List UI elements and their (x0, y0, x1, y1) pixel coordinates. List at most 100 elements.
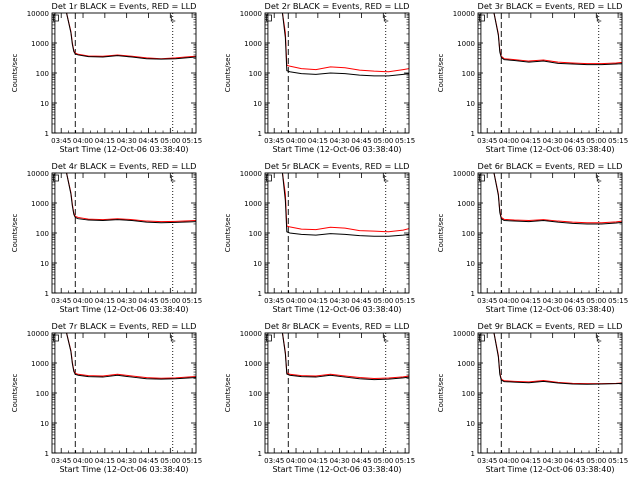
lld-series-line (281, 13, 409, 73)
x-tick-label: 05:00 (373, 457, 393, 465)
x-tick-label: 04:45 (564, 457, 584, 465)
y-axis-label: Counts/sec (11, 54, 19, 93)
plot-area (480, 173, 622, 293)
x-tick-label: 04:30 (330, 297, 350, 305)
x-tick-label: 03:45 (477, 457, 497, 465)
plot-frame (264, 12, 410, 134)
chart-title: Det 9r BLACK = Events, RED = LLD (478, 321, 623, 331)
y-axis-label: Counts/sec (437, 214, 445, 253)
x-axis-label: Start Time (12-Oct-06 03:38:40) (485, 465, 614, 474)
x-tick-label: 05:15 (608, 137, 628, 145)
corner-marker-left (53, 174, 59, 182)
corner-marker-right (170, 175, 176, 182)
y-tick-label: 1000 (31, 200, 49, 208)
corner-marker-left (479, 334, 485, 342)
x-tick-label: 04:30 (117, 137, 137, 145)
plot-frame (264, 172, 410, 294)
chart-panel-8: Det 8r BLACK = Events, RED = LLD Counts/s… (224, 321, 415, 474)
y-tick-label: 1 (471, 290, 475, 298)
plot-area (480, 333, 622, 453)
y-tick-label: 1 (45, 450, 49, 458)
x-tick-label: 04:45 (351, 137, 371, 145)
x-tick-label: 04:00 (499, 137, 519, 145)
y-tick-label: 1000 (457, 40, 475, 48)
x-tick-label: 05:15 (608, 457, 628, 465)
corner-marker-right (383, 15, 389, 22)
corner-marker-right (170, 15, 176, 22)
lld-series-line (281, 333, 409, 379)
chart-title: Det 8r BLACK = Events, RED = LLD (265, 321, 410, 331)
x-tick-label: 04:45 (138, 297, 158, 305)
corner-marker-left (479, 174, 485, 182)
chart-title: Det 2r BLACK = Events, RED = LLD (265, 1, 410, 11)
x-axis-label: Start Time (12-Oct-06 03:38:40) (59, 465, 188, 474)
y-tick-label: 100 (249, 230, 262, 238)
y-tick-label: 1000 (244, 200, 262, 208)
x-tick-label: 04:15 (308, 137, 328, 145)
corner-marker-right (383, 175, 389, 182)
x-axis-label: Start Time (12-Oct-06 03:38:40) (485, 145, 614, 154)
y-tick-label: 10000 (453, 10, 475, 18)
chart-panel-9: Det 9r BLACK = Events, RED = LLD Counts/s… (437, 321, 628, 474)
y-tick-label: 10 (40, 260, 49, 268)
x-tick-label: 04:00 (286, 137, 306, 145)
y-tick-label: 100 (36, 70, 49, 78)
x-tick-label: 05:15 (395, 297, 415, 305)
y-tick-label: 1 (258, 290, 262, 298)
plot-area (54, 13, 196, 133)
events-series-line (493, 333, 622, 385)
chart-panel-7: Det 7r BLACK = Events, RED = LLD Counts/s… (11, 321, 202, 474)
x-tick-label: 05:00 (373, 137, 393, 145)
plot-area (267, 13, 409, 133)
y-tick-label: 10000 (27, 330, 49, 338)
x-tick-label: 04:45 (138, 457, 158, 465)
x-tick-label: 04:45 (564, 297, 584, 305)
x-tick-label: 05:00 (586, 297, 606, 305)
y-tick-label: 10000 (453, 170, 475, 178)
x-tick-label: 04:45 (351, 457, 371, 465)
y-tick-label: 1000 (457, 360, 475, 368)
y-tick-label: 10 (466, 420, 475, 428)
x-tick-label: 04:00 (73, 457, 93, 465)
x-tick-label: 04:15 (95, 297, 115, 305)
x-axis-label: Start Time (12-Oct-06 03:38:40) (272, 465, 401, 474)
x-tick-label: 04:00 (499, 457, 519, 465)
y-tick-label: 100 (36, 390, 49, 398)
corner-marker-right (596, 175, 602, 182)
chart-panel-6: Det 6r BLACK = Events, RED = LLD Counts/s… (437, 161, 628, 314)
plot-area (267, 333, 409, 453)
x-tick-label: 04:30 (543, 137, 563, 145)
x-tick-label: 04:00 (73, 297, 93, 305)
y-tick-label: 100 (462, 230, 475, 238)
lld-series-line (493, 333, 622, 385)
x-tick-label: 04:00 (73, 137, 93, 145)
lld-series-line (493, 173, 622, 224)
plot-frame (51, 332, 197, 454)
y-tick-label: 10 (253, 100, 262, 108)
x-axis-label: Start Time (12-Oct-06 03:38:40) (59, 305, 188, 314)
x-tick-label: 03:45 (51, 297, 71, 305)
x-tick-label: 05:00 (160, 457, 180, 465)
y-tick-label: 100 (249, 390, 262, 398)
y-tick-label: 10 (253, 420, 262, 428)
corner-marker-left (53, 334, 59, 342)
y-tick-label: 1000 (244, 40, 262, 48)
chart-panel-5: Det 5r BLACK = Events, RED = LLD Counts/s… (224, 161, 415, 314)
x-axis-label: Start Time (12-Oct-06 03:38:40) (272, 145, 401, 154)
y-tick-label: 10 (466, 260, 475, 268)
x-tick-label: 05:15 (182, 137, 202, 145)
y-tick-label: 100 (462, 70, 475, 78)
events-series-line (66, 333, 196, 380)
x-tick-label: 04:00 (286, 297, 306, 305)
events-series-line (281, 13, 409, 77)
x-tick-label: 03:45 (51, 457, 71, 465)
y-tick-label: 100 (36, 230, 49, 238)
x-tick-label: 05:15 (182, 297, 202, 305)
x-tick-label: 04:45 (351, 297, 371, 305)
chart-panel-1: Det 1r BLACK = Events, RED = LLD Counts/s… (11, 1, 202, 154)
chart-title: Det 5r BLACK = Events, RED = LLD (265, 161, 410, 171)
x-tick-label: 04:15 (308, 457, 328, 465)
y-tick-label: 100 (462, 390, 475, 398)
y-tick-label: 10000 (240, 330, 262, 338)
